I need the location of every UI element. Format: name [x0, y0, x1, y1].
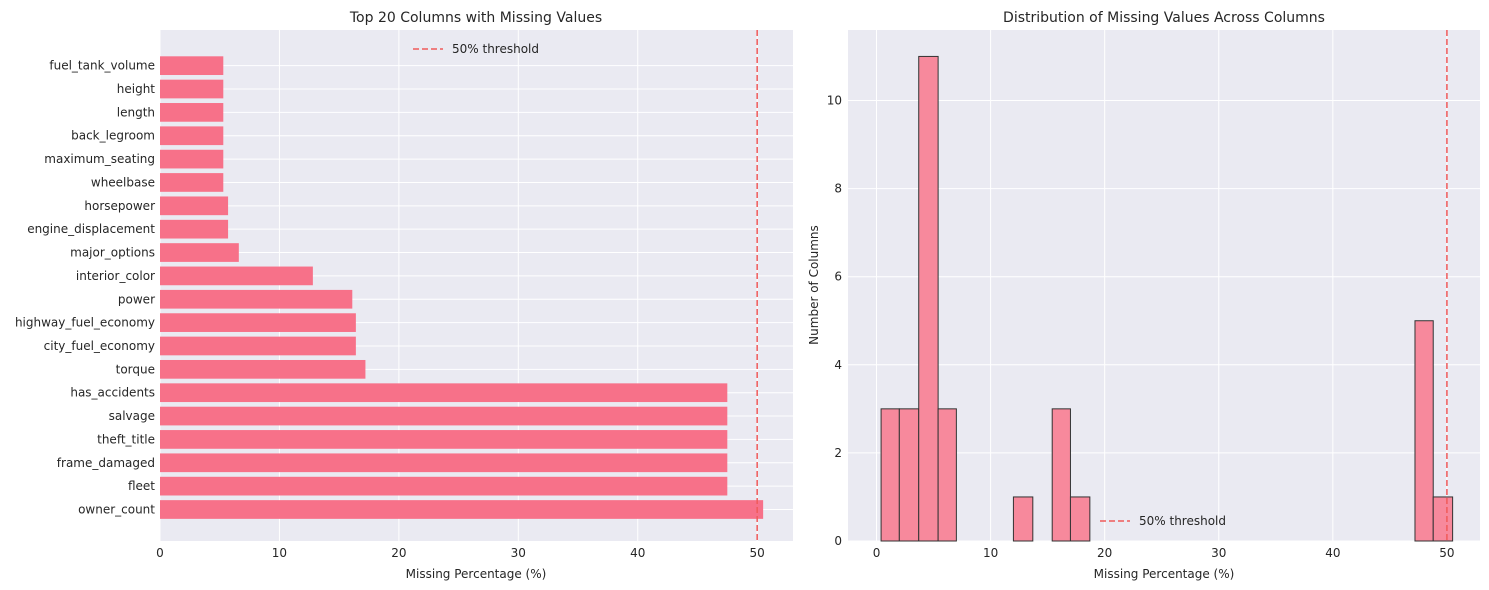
right-x-tick-labels: 0 10 20 30 40 50 — [873, 546, 1455, 560]
left-bar-maximum_seating — [160, 149, 224, 169]
left-y-tick-label: salvage — [109, 409, 155, 423]
left-y-tick-label: fleet — [128, 479, 155, 493]
left-chart-title: Top 20 Columns with Missing Values — [349, 10, 602, 26]
left-x-tick-label: 40 — [630, 546, 645, 560]
left-bar-wheelbase — [160, 173, 224, 192]
left-y-tick-label: theft_title — [97, 432, 155, 446]
left-bar-horsepower — [160, 196, 229, 216]
left-legend-label: 50% threshold — [452, 42, 539, 56]
left-bar-theft_title — [160, 430, 728, 449]
histogram-bar-8 — [1432, 496, 1454, 542]
left-x-tick-label: 0 — [156, 546, 164, 560]
left-y-tick-label: city_fuel_economy — [44, 339, 155, 353]
histogram-bar-2 — [918, 55, 939, 542]
left-bar-major_options — [160, 243, 239, 262]
left-bar-owner_count — [160, 500, 764, 519]
left-x-tick-label: 10 — [272, 546, 287, 560]
left-bar-engine_displacement — [160, 219, 229, 239]
right-x-tick-label: 20 — [1097, 546, 1112, 560]
right-chart: 0 2 4 6 8 10 0 10 20 30 40 50 Distribution of Miss… — [807, 10, 1480, 581]
left-y-tick-labels: owner_count fleet frame_damaged theft_title… — [15, 59, 155, 517]
left-bar-interior_color — [160, 266, 313, 286]
left-x-tick-label: 20 — [391, 546, 406, 560]
right-x-tick-label: 40 — [1325, 546, 1340, 560]
left-y-tick-label: back_legroom — [71, 129, 155, 143]
right-y-tick-label: 0 — [834, 534, 842, 548]
left-y-tick-label: power — [118, 292, 155, 306]
right-legend: 50% threshold — [1100, 514, 1226, 528]
left-y-tick-label: interior_color — [76, 269, 155, 283]
left-y-tick-label: major_options — [70, 246, 155, 260]
left-bar-length — [160, 103, 224, 122]
right-y-tick-label: 2 — [834, 446, 842, 460]
left-bar-power — [160, 289, 353, 309]
histogram-bar-3 — [937, 408, 957, 542]
right-bars — [880, 55, 1454, 542]
left-x-tick-label: 50 — [750, 546, 765, 560]
left-y-tick-label: engine_displacement — [27, 222, 155, 236]
left-legend: 50% threshold — [413, 42, 539, 56]
left-x-tick-label: 30 — [511, 546, 526, 560]
left-y-tick-label: torque — [116, 362, 155, 376]
right-x-tick-label: 10 — [983, 546, 998, 560]
histogram-bar-5 — [1051, 408, 1071, 542]
left-chart: owner_count fleet frame_damaged theft_title… — [15, 10, 793, 581]
right-y-tick-label: 10 — [827, 93, 842, 107]
left-bar-salvage — [160, 406, 728, 426]
histogram-bar-1 — [898, 408, 920, 542]
left-bar-height — [160, 79, 224, 99]
histogram-bar-7 — [1414, 320, 1434, 542]
left-y-tick-label: horsepower — [84, 199, 155, 213]
right-x-tick-label: 0 — [873, 546, 881, 560]
histogram-bar-0 — [880, 408, 900, 542]
right-y-tick-label: 8 — [834, 182, 842, 196]
left-y-tick-label: wheelbase — [91, 175, 155, 189]
histogram-bar-4 — [1012, 496, 1034, 542]
left-x-axis-label: Missing Percentage (%) — [406, 567, 547, 581]
left-bar-fuel_tank_volume — [160, 56, 224, 76]
left-y-tick-label: highway_fuel_economy — [15, 316, 155, 330]
right-x-tick-label: 50 — [1439, 546, 1454, 560]
left-bar-highway_fuel_economy — [160, 313, 356, 332]
right-y-tick-label: 4 — [834, 358, 842, 372]
right-y-tick-label: 6 — [834, 270, 842, 284]
left-bars — [160, 56, 764, 519]
left-y-tick-label: owner_count — [78, 503, 155, 517]
right-x-tick-label: 30 — [1211, 546, 1226, 560]
left-bar-frame_damaged — [160, 453, 728, 473]
right-y-axis-label: Number of Columns — [807, 225, 821, 345]
left-y-tick-label: length — [117, 105, 155, 119]
left-bar-torque — [160, 359, 366, 379]
left-y-tick-label: has_accidents — [70, 386, 155, 400]
left-bar-has_accidents — [160, 383, 728, 403]
left-y-tick-label: height — [117, 82, 156, 96]
right-y-tick-labels: 0 2 4 6 8 10 — [827, 93, 842, 548]
left-bar-city_fuel_economy — [160, 336, 356, 356]
right-legend-label: 50% threshold — [1139, 514, 1226, 528]
left-y-tick-label: maximum_seating — [44, 152, 155, 166]
left-y-tick-label: fuel_tank_volume — [49, 59, 155, 73]
left-bar-fleet — [160, 476, 728, 496]
left-y-tick-label: frame_damaged — [57, 456, 155, 470]
right-chart-title: Distribution of Missing Values Across Co… — [1003, 10, 1325, 26]
left-bar-back_legroom — [160, 126, 224, 146]
histogram-bar-6 — [1069, 496, 1091, 542]
left-x-tick-labels: 0 10 20 30 40 50 — [156, 546, 765, 560]
right-x-axis-label: Missing Percentage (%) — [1094, 567, 1235, 581]
